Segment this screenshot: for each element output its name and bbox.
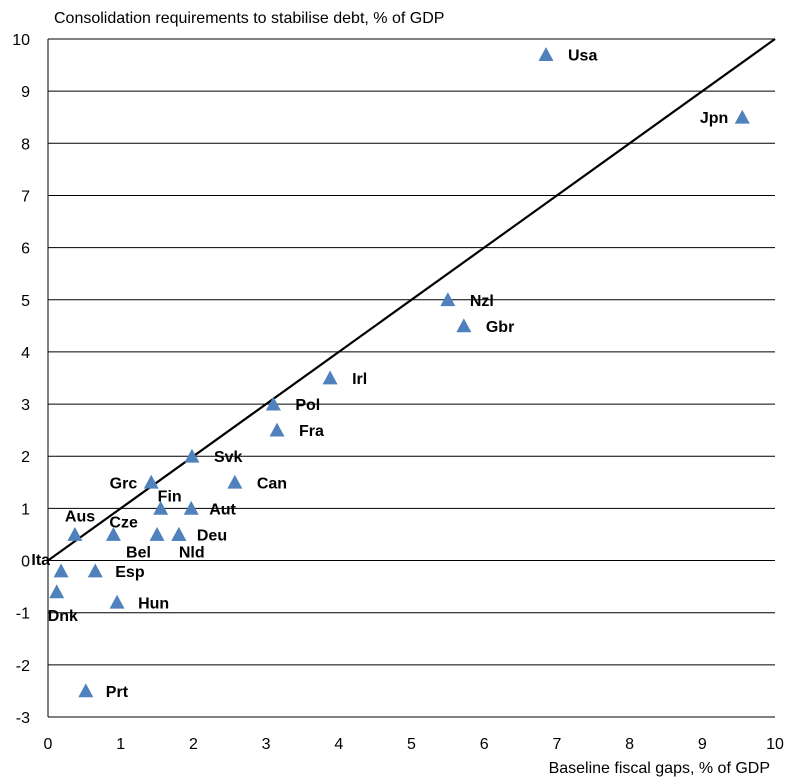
x-tick-label: 7: [552, 736, 561, 753]
point-label: Gbr: [486, 319, 514, 336]
point-label: Fra: [299, 423, 324, 440]
x-tick-label: 5: [407, 736, 416, 753]
x-tick-label: 4: [334, 736, 343, 753]
point-labels: Usa Jpn Nzl Gbr Irl Pol Fra Svk Grc Can Fin Aut Aus C…: [31, 48, 728, 701]
x-tick-label: 6: [480, 736, 489, 753]
point-label: Cze: [109, 514, 138, 531]
y-axis-title: Consolidation requirements to stabilise …: [54, 10, 444, 27]
y-tick-label: 3: [21, 397, 30, 414]
y-tick-label: 0: [21, 554, 30, 571]
data-point: [456, 318, 472, 333]
point-label: Prt: [106, 684, 129, 701]
data-point: [171, 526, 187, 541]
y-tick-label: 5: [21, 293, 30, 310]
data-point: [538, 47, 554, 62]
point-label: Jpn: [700, 110, 728, 127]
data-point: [227, 474, 243, 489]
point-label: Irl: [352, 371, 367, 388]
data-point: [109, 594, 125, 609]
point-label: Hun: [138, 595, 169, 612]
point-label: Nld: [179, 544, 205, 561]
data-point: [87, 563, 103, 578]
data-point: [67, 526, 83, 541]
axes: [47, 39, 775, 717]
y-tick-label: 2: [21, 449, 30, 466]
point-label: Usa: [568, 48, 597, 65]
data-points: [49, 47, 750, 698]
x-tick-label: 8: [625, 736, 634, 753]
y-tick-label: 7: [21, 188, 30, 205]
point-label: Aut: [209, 501, 236, 518]
reference-line-group: [47, 38, 776, 562]
data-point: [49, 584, 65, 599]
y-tick-label: 9: [21, 84, 30, 101]
point-label: Nzl: [470, 293, 494, 310]
data-point: [153, 500, 169, 515]
point-label: Aus: [65, 508, 95, 525]
point-label: Pol: [295, 397, 320, 414]
data-point: [143, 474, 159, 489]
data-point: [78, 683, 94, 698]
y-tick-label: 6: [21, 241, 30, 258]
data-point: [322, 370, 338, 385]
data-point: [184, 448, 200, 463]
x-tick-label: 10: [766, 736, 784, 753]
point-label: Bel: [126, 544, 151, 561]
point-label: Fin: [158, 488, 182, 505]
y-tick-label: 10: [12, 32, 30, 49]
x-tick-label: 2: [189, 736, 198, 753]
y-tick-label: -2: [16, 658, 30, 675]
point-label: Grc: [110, 475, 138, 492]
point-label: Deu: [197, 527, 227, 544]
y-tick-label: -3: [16, 710, 30, 727]
x-tick-label: 1: [116, 736, 125, 753]
point-label: Esp: [115, 564, 145, 581]
x-tick-label: 9: [698, 736, 707, 753]
data-point: [440, 292, 456, 307]
x-axis-title: Baseline fiscal gaps, % of GDP: [549, 760, 770, 777]
data-point: [265, 396, 281, 411]
y-tick-label: -1: [16, 606, 30, 623]
x-tick-label: 3: [262, 736, 271, 753]
data-point: [149, 526, 165, 541]
gridlines: [48, 38, 775, 718]
y-tick-label: 8: [21, 136, 30, 153]
point-label: Can: [257, 475, 287, 492]
data-point: [53, 563, 69, 578]
data-point: [105, 526, 121, 541]
reference-line: [47, 38, 776, 562]
point-label: Svk: [214, 449, 243, 466]
data-point: [734, 109, 750, 124]
y-tick-label: 1: [21, 501, 30, 518]
data-point: [269, 422, 285, 437]
point-label: Dnk: [48, 608, 78, 625]
y-tick-label: 4: [21, 345, 30, 362]
x-tick-label: 0: [44, 736, 53, 753]
data-point: [183, 500, 199, 515]
point-label: Ita: [31, 552, 50, 569]
